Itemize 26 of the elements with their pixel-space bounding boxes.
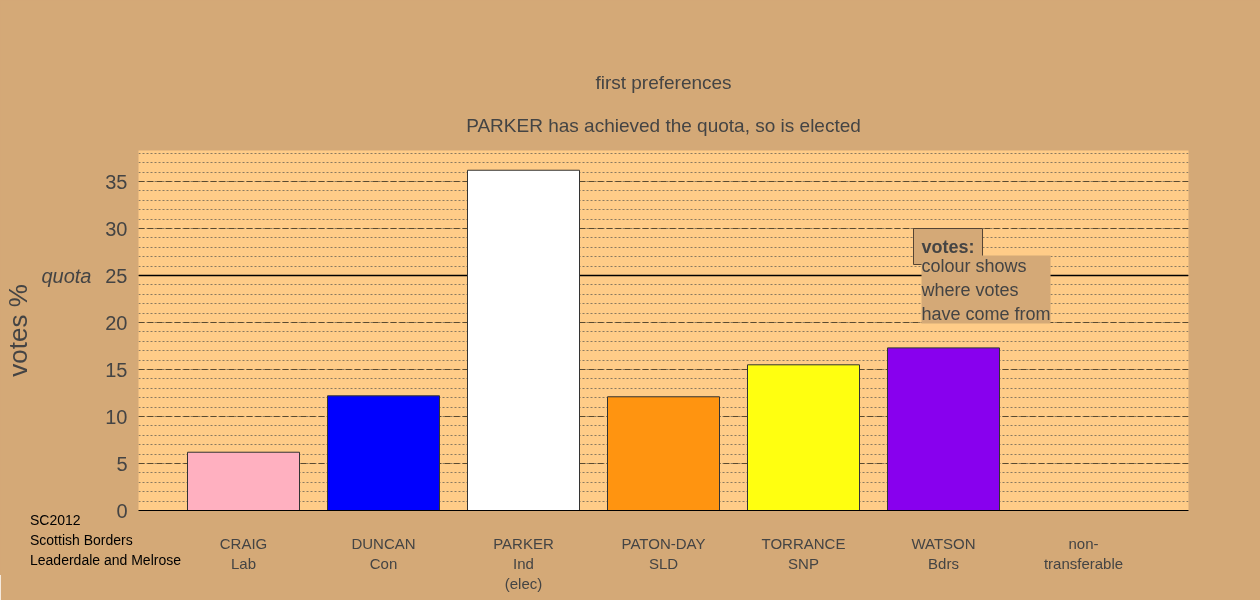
y-tick-label: 35: [105, 170, 128, 193]
y-tick-label: 15: [105, 358, 128, 381]
ref-line-label: quota: [41, 264, 92, 287]
annotation: colour shows where votes have come from: [920, 255, 1051, 324]
x-tick-label: PARKER Ind (elec): [493, 534, 554, 593]
x-tick-label: WATSON Bdrs: [911, 534, 976, 572]
x-tick-label: PATON-DAY SLD: [621, 534, 706, 572]
y-tick-label: 25: [105, 264, 128, 287]
x-tick-label: non- transferable: [1043, 534, 1124, 572]
y-tick-label: 20: [105, 311, 128, 334]
bar: [467, 169, 580, 511]
bar: [187, 451, 300, 511]
y-axis-title: votes %: [3, 284, 34, 377]
bar: [327, 395, 440, 511]
bar: [747, 364, 860, 511]
x-tick-label: TORRANCE SNP: [761, 534, 846, 572]
bar: [887, 347, 1000, 511]
x-tick-label: DUNCAN Con: [351, 534, 416, 572]
chart-title: first preferences: [595, 71, 732, 93]
y-tick-label: 30: [105, 217, 128, 240]
chart-subtitle: PARKER has achieved the quota, so is elected: [466, 114, 861, 136]
bar: [607, 396, 720, 511]
annotation: votes:: [921, 236, 975, 257]
x-tick-label: CRAIG Lab: [219, 534, 268, 572]
y-tick-label: 5: [116, 452, 128, 475]
y-tick-label: 10: [105, 405, 128, 428]
